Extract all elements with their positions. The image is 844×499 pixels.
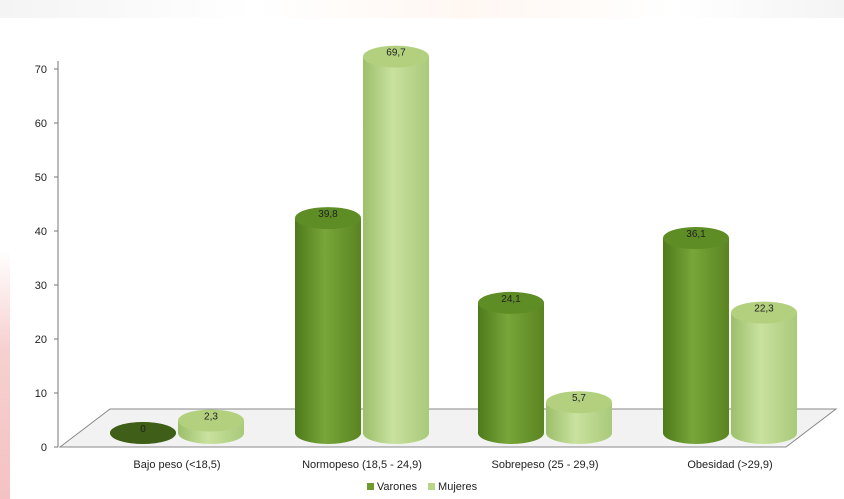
legend-label-varones: Varones (376, 481, 417, 493)
bar-varones (663, 227, 729, 444)
legend-item-varones: Varones (366, 481, 417, 493)
background-top-band (0, 0, 844, 18)
axis-layer: 0 10 20 30 40 50 60 70 Bajo peso (<18,5) Normopes… (35, 61, 838, 471)
y-tick-label: 0 (41, 442, 47, 454)
x-category-label: Normopeso (18,5 - 24,9) (302, 459, 422, 471)
legend-swatch-mujeres (428, 483, 436, 490)
bar-mujeres (546, 391, 612, 444)
bar-varones (110, 422, 176, 444)
data-label-mujeres: 69,7 (386, 48, 406, 59)
x-category-label: Sobrepeso (25 - 29,9) (491, 459, 598, 471)
data-label-mujeres: 5,7 (572, 393, 586, 404)
x-category-label: Obesidad (>29,9) (687, 459, 772, 471)
y-tick-label: 20 (35, 334, 47, 346)
data-label-mujeres: 2,3 (204, 412, 218, 423)
x-category-label: Bajo peso (<18,5) (133, 459, 220, 471)
bar-varones (295, 207, 361, 444)
data-label-mujeres: 22,3 (754, 304, 774, 315)
bar-varones (478, 291, 544, 444)
y-tick-label: 50 (35, 172, 47, 184)
data-label-varones: 39,8 (318, 209, 338, 220)
legend-swatch-varones (366, 483, 374, 490)
y-tick-label: 40 (35, 226, 47, 238)
legend: Varones Mujeres (0, 481, 844, 493)
legend-label-mujeres: Mujeres (438, 481, 478, 493)
y-tick-label: 30 (35, 280, 47, 292)
legend-item-mujeres: Mujeres (428, 481, 477, 493)
y-tick-label: 10 (35, 388, 47, 400)
bar-mujeres (363, 45, 429, 445)
chart-floor (58, 408, 838, 448)
background-left-accent (0, 250, 10, 499)
data-label-varones: 24,1 (501, 294, 521, 305)
bar-mujeres (178, 409, 244, 444)
data-label-varones: 36,1 (686, 229, 706, 240)
bars-layer (110, 45, 797, 445)
labels-layer: 0 2,3 39,8 69,7 24,1 5,7 36,1 22,3 (140, 48, 774, 435)
y-tick-label: 60 (35, 118, 47, 130)
y-tick-label: 70 (35, 64, 47, 76)
bar-mujeres (731, 301, 797, 444)
data-label-varones: 0 (140, 424, 146, 435)
